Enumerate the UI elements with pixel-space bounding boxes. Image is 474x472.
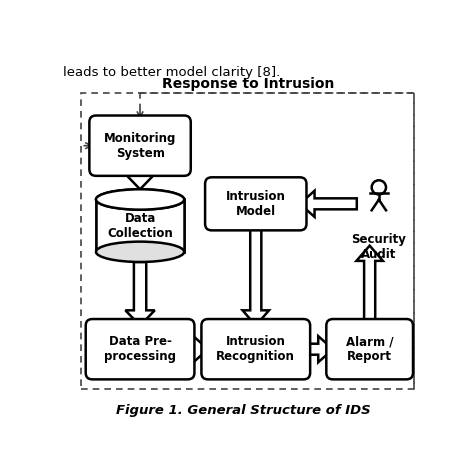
FancyBboxPatch shape: [86, 319, 194, 379]
FancyBboxPatch shape: [205, 177, 307, 230]
Text: Monitoring
System: Monitoring System: [104, 132, 176, 160]
Bar: [82, 93, 414, 389]
Bar: [96, 200, 184, 252]
FancyBboxPatch shape: [326, 319, 413, 379]
Polygon shape: [125, 262, 155, 326]
Polygon shape: [300, 191, 357, 217]
Ellipse shape: [96, 242, 184, 262]
Text: Data
Collection: Data Collection: [107, 211, 173, 240]
Text: Intrusion
Model: Intrusion Model: [226, 190, 286, 218]
Polygon shape: [188, 336, 208, 362]
Ellipse shape: [96, 189, 184, 210]
Polygon shape: [356, 245, 383, 326]
Text: Data Pre-
processing: Data Pre- processing: [104, 335, 176, 363]
Text: Alarm /
Report: Alarm / Report: [346, 335, 393, 363]
Ellipse shape: [96, 189, 184, 210]
Text: Response to Intrusion: Response to Intrusion: [162, 77, 335, 91]
Text: Intrusion
Recognition: Intrusion Recognition: [216, 335, 295, 363]
Bar: [96, 200, 184, 252]
Text: Security
Audit: Security Audit: [351, 233, 406, 261]
FancyBboxPatch shape: [201, 319, 310, 379]
Polygon shape: [303, 336, 333, 362]
Text: leads to better model clarity [8].: leads to better model clarity [8].: [63, 66, 280, 79]
Polygon shape: [125, 169, 155, 189]
Text: Figure 1. General Structure of IDS: Figure 1. General Structure of IDS: [116, 405, 370, 418]
Polygon shape: [243, 224, 269, 326]
FancyBboxPatch shape: [90, 116, 191, 176]
